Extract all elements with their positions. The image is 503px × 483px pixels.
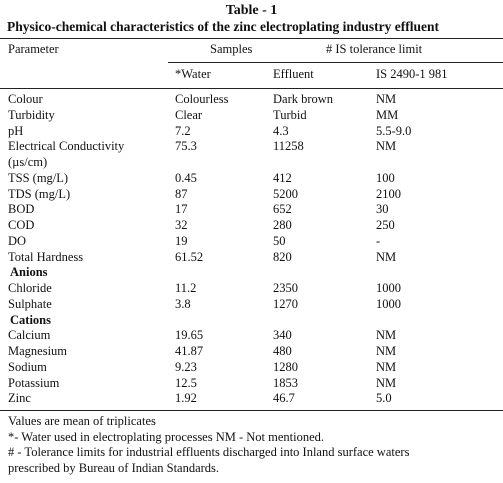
footnote: # - Tolerance limits for industrial effl… <box>8 445 410 460</box>
row-label: Sulphate <box>8 296 52 311</box>
cell: 17 <box>175 202 188 217</box>
row-label: Turbidity <box>8 107 55 122</box>
cell: 2350 <box>273 281 298 295</box>
cell: 0.45 <box>175 170 197 185</box>
section-label: Cations <box>10 312 51 327</box>
cell: 5.0 <box>376 391 392 406</box>
header-parameter: Parameter <box>8 42 59 56</box>
cell: Dark brown <box>273 92 334 106</box>
column-header: Effluent <box>273 67 314 81</box>
row-label: Total Hardness <box>8 249 84 264</box>
row-label: Calcium <box>8 328 51 343</box>
cell: NM <box>376 139 397 154</box>
cell: 9.23 <box>175 359 197 374</box>
cell: 19 <box>175 233 188 248</box>
row-label: Chloride <box>8 281 52 295</box>
row-label: Sodium <box>8 359 47 374</box>
section-label: Anions <box>10 265 48 280</box>
cell: 11258 <box>273 139 304 154</box>
cell: NM <box>376 359 397 374</box>
column-header: *Water <box>175 67 211 81</box>
row-label: Colour <box>8 92 43 106</box>
cell: NM <box>376 328 397 343</box>
rule <box>0 38 503 39</box>
cell: NM <box>376 344 397 358</box>
cell: Colourless <box>175 92 229 106</box>
cell: 100 <box>376 170 395 185</box>
cell: 412 <box>273 170 292 185</box>
cell: Clear <box>175 107 203 122</box>
cell: MM <box>376 107 399 122</box>
cell: 3.8 <box>175 296 191 311</box>
cell: 75.3 <box>175 139 197 154</box>
row-label: TSS (mg/L) <box>8 170 69 185</box>
cell: NM <box>376 92 397 106</box>
column-header: IS 2490-1 981 <box>376 67 448 81</box>
cell: 1000 <box>376 296 401 311</box>
footnote: Values are mean of triplicates <box>8 414 156 428</box>
cell: 12.5 <box>175 375 197 390</box>
cell: 1280 <box>273 359 298 374</box>
cell: 50 <box>273 233 286 248</box>
row-label: (µs/cm) <box>8 155 48 169</box>
cell: 250 <box>376 218 395 232</box>
cell: 1.92 <box>175 391 197 406</box>
row-label: COD <box>8 218 35 232</box>
cell: 61.52 <box>175 249 204 264</box>
cell: 1000 <box>376 281 401 295</box>
cell: 4.3 <box>273 123 289 138</box>
cell: 5200 <box>273 186 298 201</box>
cell: NM <box>376 249 397 264</box>
rule <box>168 62 503 63</box>
row-label: BOD <box>8 202 35 217</box>
cell: 41.87 <box>175 344 204 358</box>
row-label: Zinc <box>8 391 31 406</box>
cell: 652 <box>273 202 292 217</box>
cell: - <box>376 233 381 248</box>
table-title: Physico-chemical characteristics of the … <box>7 19 440 34</box>
header-limit: # IS tolerance limit <box>326 42 423 56</box>
footnote: prescribed by Bureau of Indian Standards… <box>8 461 220 476</box>
cell: 820 <box>273 249 292 264</box>
cell: 19.65 <box>175 328 204 343</box>
cell: 46.7 <box>273 391 295 406</box>
cell: 1853 <box>273 375 298 390</box>
cell: 32 <box>175 218 188 232</box>
table-caption: Table - 1 <box>225 3 278 18</box>
row-label: Magnesium <box>8 344 68 358</box>
row-label: TDS (mg/L) <box>8 186 71 201</box>
cell: 5.5-9.0 <box>376 123 412 138</box>
cell: 30 <box>376 202 389 217</box>
cell: 7.2 <box>175 123 191 138</box>
cell: 480 <box>273 344 292 358</box>
cell: 11.2 <box>175 281 197 295</box>
cell: Turbid <box>273 107 307 122</box>
cell: 2100 <box>376 186 401 201</box>
row-label: Potassium <box>8 375 60 390</box>
header-samples: Samples <box>210 42 253 56</box>
row-label: pH <box>8 123 24 138</box>
rule <box>0 88 503 89</box>
cell: 340 <box>273 328 292 343</box>
row-label: Electrical Conductivity <box>8 139 125 154</box>
rule <box>0 410 503 411</box>
cell: 1270 <box>273 296 298 311</box>
footnote: *- Water used in electroplating processe… <box>8 429 325 444</box>
cell: 280 <box>273 218 292 232</box>
cell: NM <box>376 375 397 390</box>
cell: 87 <box>175 186 188 201</box>
row-label: DO <box>8 233 27 248</box>
